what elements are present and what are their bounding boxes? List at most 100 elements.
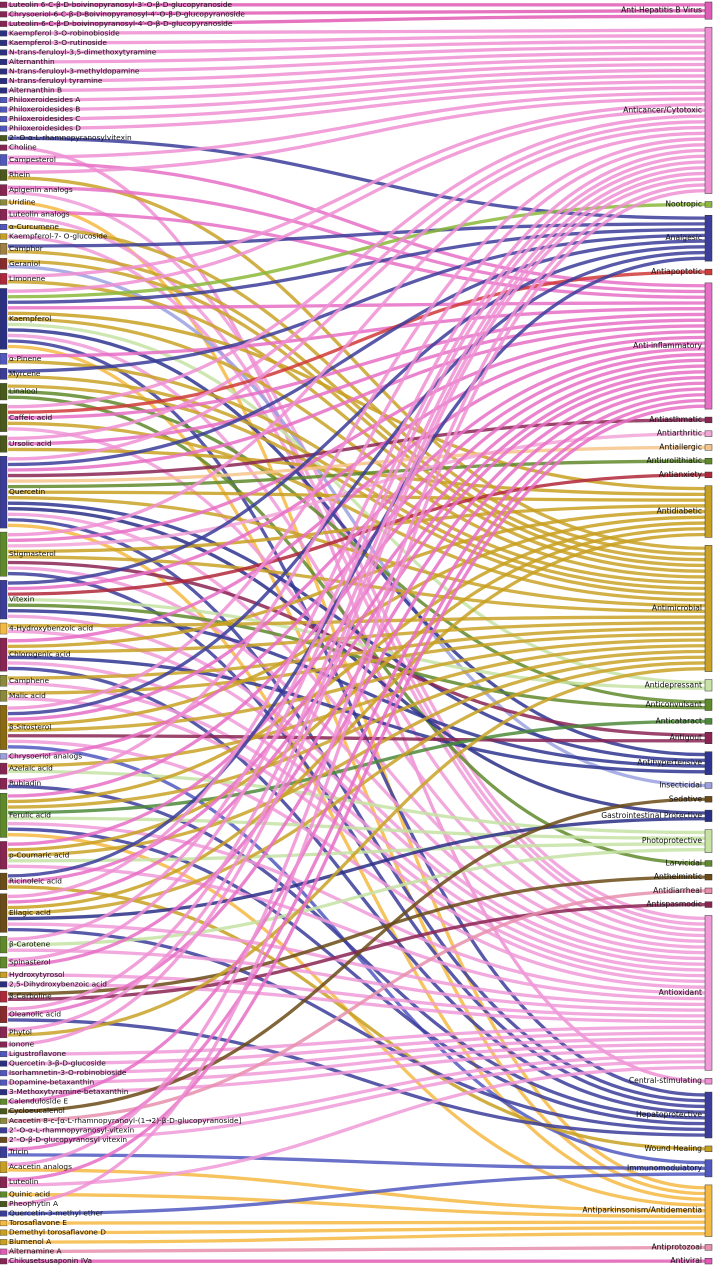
link — [7, 797, 706, 1113]
link — [7, 108, 706, 293]
source-node — [0, 383, 8, 401]
link — [7, 318, 706, 446]
link — [7, 1025, 706, 1056]
target-node — [704, 545, 713, 672]
source-node — [0, 1258, 8, 1265]
source-label: 2″-O-α-L-rhamnopyranosyl-vitexin — [9, 1125, 134, 1134]
link — [7, 74, 706, 112]
source-label: Ursolic acid — [9, 439, 52, 448]
link — [7, 202, 706, 299]
source-node — [0, 793, 8, 838]
source-node — [0, 936, 8, 954]
source-node — [0, 116, 8, 123]
link — [7, 948, 706, 1012]
source-label: 4-Hydroxybenzoic acid — [9, 624, 93, 633]
link — [7, 329, 706, 543]
target-node — [704, 471, 713, 479]
target-node — [704, 282, 713, 410]
link — [7, 333, 706, 938]
target-node — [704, 1159, 713, 1178]
source-label: β-Carotene — [9, 940, 51, 949]
source-node — [0, 1136, 8, 1143]
source-label: Philoxeroidesides A — [9, 95, 80, 104]
source-label: Ricinoleic acid — [9, 876, 62, 885]
link — [7, 137, 706, 710]
source-node — [0, 1248, 8, 1255]
source-node — [0, 30, 8, 37]
target-label: Antidiarrheal — [653, 886, 702, 895]
target-node — [704, 1184, 713, 1237]
link — [7, 1226, 706, 1235]
link — [7, 597, 706, 690]
source-node — [0, 184, 8, 196]
link — [7, 649, 706, 809]
source-node — [0, 1239, 8, 1246]
link — [7, 183, 706, 1167]
source-label: Kaempferol — [9, 314, 51, 323]
source-label: p-Coumaric acid — [9, 850, 70, 859]
link — [7, 166, 706, 1011]
link — [7, 490, 706, 502]
link — [7, 885, 706, 1151]
link — [7, 39, 706, 55]
source-label: N-trans-feruloyl tyramine — [9, 76, 103, 85]
link — [7, 566, 706, 955]
source-label: Phytol — [9, 1027, 32, 1036]
link — [7, 233, 706, 373]
source-node — [0, 1098, 8, 1105]
source-label: Alternanthin B — [9, 86, 62, 95]
target-label: Analgesic — [665, 233, 702, 242]
target-node — [704, 1091, 713, 1139]
link — [7, 358, 706, 798]
source-label: Ellagic acid — [9, 908, 51, 917]
source-label: Quercetin-3-methyl ether — [9, 1209, 104, 1218]
link — [7, 8, 706, 16]
target-node — [704, 874, 713, 881]
link — [7, 125, 706, 461]
source-node — [0, 1220, 8, 1227]
link — [7, 1192, 706, 1219]
source-node — [0, 777, 8, 790]
source-node — [0, 435, 8, 453]
source-node — [0, 1070, 8, 1077]
link — [7, 34, 706, 45]
target-node — [704, 430, 713, 437]
source-node — [0, 981, 8, 988]
source-label: N-trans-feruloyl-3-methyldopamine — [9, 66, 140, 75]
link — [7, 97, 706, 174]
source-label: Acacetin analogs — [9, 1162, 72, 1171]
link — [7, 352, 706, 758]
source-label: N-trans-feruloyl-3,5-dimethoxytyramine — [9, 47, 157, 56]
source-node — [0, 1079, 8, 1086]
source-node — [0, 169, 8, 181]
source-label: Limonene — [9, 274, 46, 283]
target-label: Antispasmodic — [646, 900, 702, 909]
link — [7, 341, 706, 643]
link — [7, 160, 706, 962]
link — [7, 1172, 706, 1216]
link — [7, 85, 706, 131]
target-node — [704, 215, 713, 262]
source-label: 3-Methoxytyramine-betaxanthin — [9, 1087, 129, 1096]
source-node — [0, 675, 8, 687]
link — [7, 644, 706, 768]
source-label: Caffeic acid — [9, 413, 52, 422]
source-label: Dopamine-betaxanthin — [9, 1078, 94, 1087]
target-label: Sedative — [669, 794, 703, 803]
link — [7, 432, 706, 548]
source-label: Demethyl torosaflavone D — [9, 1228, 106, 1237]
link — [7, 421, 706, 602]
link — [7, 245, 706, 585]
source-node — [0, 1146, 8, 1158]
source-node — [0, 368, 8, 380]
source-label: Isorhamnetin-3-O-robinobioside — [9, 1068, 127, 1077]
source-node — [0, 39, 8, 46]
source-label: Pheophytin A — [9, 1199, 58, 1208]
link — [7, 603, 706, 710]
target-node — [704, 731, 713, 744]
link — [7, 973, 706, 1018]
source-label: Linalool — [9, 387, 38, 396]
source-node — [0, 531, 8, 577]
target-label: Insecticidal — [659, 781, 702, 790]
